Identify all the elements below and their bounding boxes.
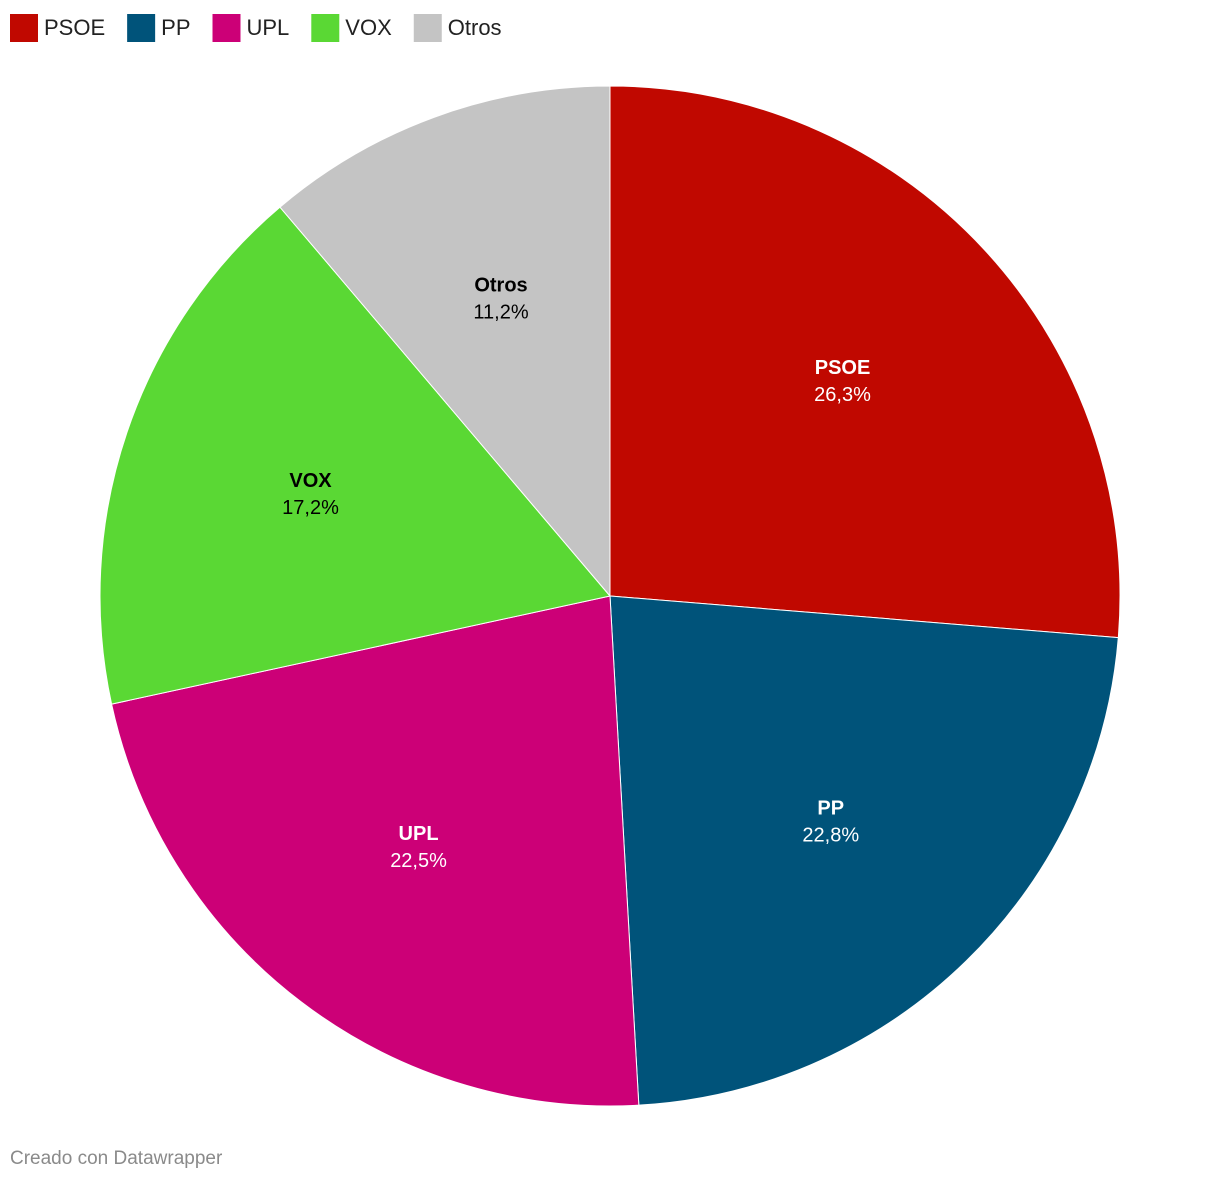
pie-slice (279, 85, 611, 598)
slice-labels: PSOE 26,3% PP 22,8% UPL 22,5% VOX 17,2% Otros 11,… (282, 274, 871, 871)
legend-label: Otros (448, 15, 502, 40)
legend-label: PP (161, 15, 190, 40)
legend-swatch (10, 14, 38, 42)
pie (99, 85, 1121, 1107)
slice-value: 26,3% (814, 384, 871, 406)
legend-label: UPL (247, 15, 290, 40)
slice-value: 17,2% (282, 497, 339, 519)
pie-slice (99, 206, 611, 705)
legend: PSOE PP UPL VOX Otros (10, 14, 502, 42)
pie-slice (110, 595, 640, 1107)
slice-name: PP (817, 798, 844, 820)
legend-swatch (311, 14, 340, 42)
slice-value: 11,2% (473, 301, 528, 323)
slice-value: 22,8% (802, 825, 859, 847)
slice-name: PSOE (815, 357, 871, 379)
legend-swatch (212, 14, 241, 42)
slice-name: Otros (474, 274, 527, 296)
legend-label: VOX (345, 15, 392, 40)
legend-label: PSOE (44, 15, 105, 40)
slice-name: UPL (399, 823, 439, 845)
pie-slice (609, 85, 1121, 639)
legend-swatch (413, 14, 442, 42)
slice-name: VOX (289, 470, 332, 492)
slice-value: 22,5% (390, 850, 447, 872)
footer: Creado con Datawrapper (10, 1148, 223, 1169)
legend-swatch (127, 14, 156, 42)
pie-slice (609, 595, 1119, 1106)
